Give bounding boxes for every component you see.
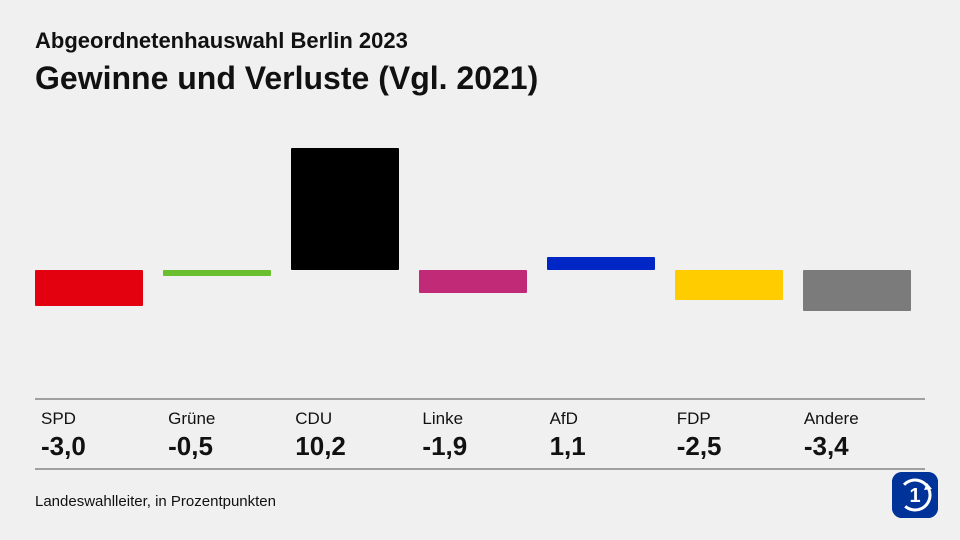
data-cell-spd: SPD-3,0 [35, 400, 162, 468]
party-label: Grüne [168, 409, 283, 429]
source-footer: Landeswahlleiter, in Prozentpunkten [35, 493, 276, 510]
chart-title: Gewinne und Verluste (Vgl. 2021) [35, 60, 538, 97]
data-cell-afd: AfD1,1 [544, 400, 671, 468]
bar-linke [419, 270, 527, 293]
bar-grüne [163, 270, 271, 276]
chart-container: Abgeordnetenhauswahl Berlin 2023 Gewinne… [0, 0, 960, 540]
bar-fdp [675, 270, 783, 300]
party-value: -0,5 [168, 431, 283, 462]
party-value: 10,2 [295, 431, 410, 462]
chart-area [35, 145, 925, 345]
data-cell-cdu: CDU10,2 [289, 400, 416, 468]
broadcaster-logo: 1 [892, 472, 938, 518]
party-value: -2,5 [677, 431, 792, 462]
party-label: Linke [422, 409, 537, 429]
party-label: AfD [550, 409, 665, 429]
party-value: -3,4 [804, 431, 919, 462]
ard-1-icon: 1 [892, 472, 938, 518]
header: Abgeordnetenhauswahl Berlin 2023 Gewinne… [35, 28, 538, 97]
svg-text:1: 1 [909, 485, 920, 507]
party-label: Andere [804, 409, 919, 429]
data-table-row: SPD-3,0Grüne-0,5CDU10,2Linke-1,9AfD1,1FD… [35, 398, 925, 470]
chart-subtitle: Abgeordnetenhauswahl Berlin 2023 [35, 28, 538, 54]
party-value: -3,0 [41, 431, 156, 462]
data-cell-fdp: FDP-2,5 [671, 400, 798, 468]
bar-spd [35, 270, 143, 306]
bar-afd [547, 257, 655, 270]
party-label: CDU [295, 409, 410, 429]
party-value: 1,1 [550, 431, 665, 462]
party-value: -1,9 [422, 431, 537, 462]
bar-cdu [291, 148, 399, 270]
bar-andere [803, 270, 911, 311]
data-cell-grüne: Grüne-0,5 [162, 400, 289, 468]
data-cell-linke: Linke-1,9 [416, 400, 543, 468]
party-label: FDP [677, 409, 792, 429]
data-cell-andere: Andere-3,4 [798, 400, 925, 468]
party-label: SPD [41, 409, 156, 429]
